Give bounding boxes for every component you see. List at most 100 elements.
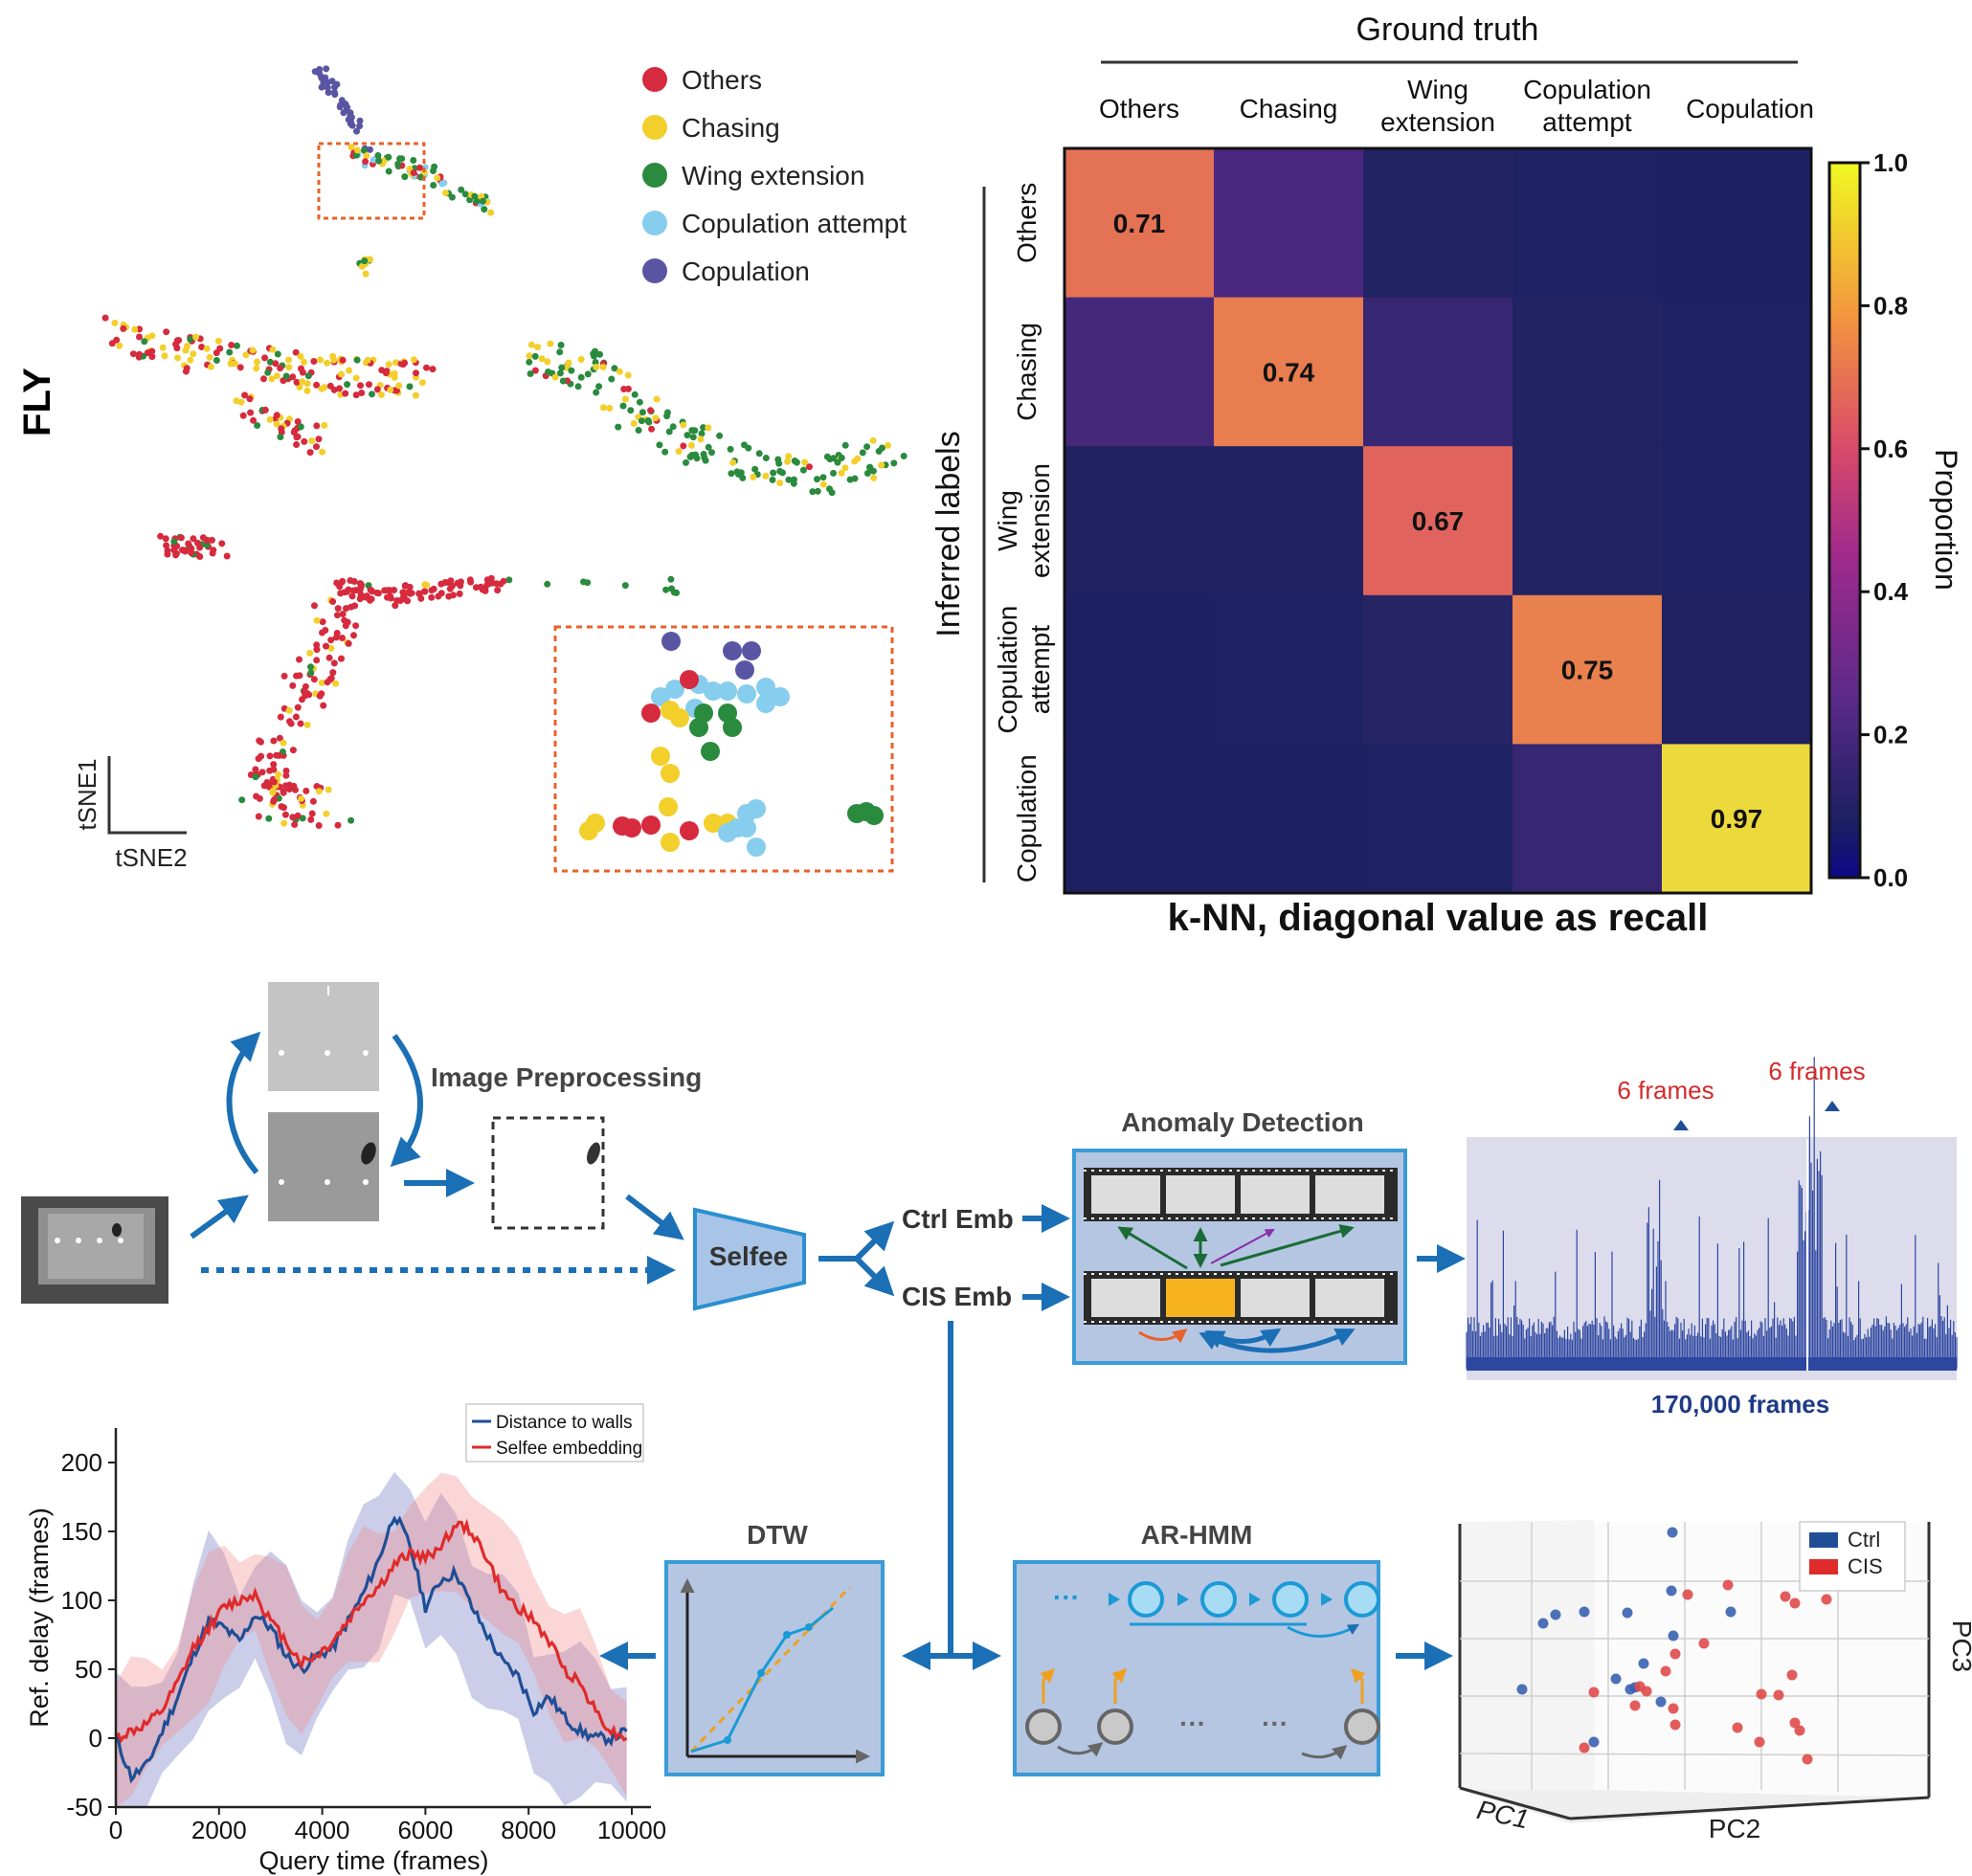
tsne-point xyxy=(280,789,287,796)
tsne-point xyxy=(289,681,297,689)
tsne-point xyxy=(148,353,156,361)
tsne-point xyxy=(401,582,409,590)
row-label: attempt xyxy=(1025,625,1055,715)
tsne-point xyxy=(190,535,197,543)
tsne-point xyxy=(347,603,355,611)
tsne-point xyxy=(188,549,195,556)
tsne-point xyxy=(270,737,278,745)
pca-point xyxy=(1821,1594,1832,1605)
diagonal-value: 0.97 xyxy=(1711,804,1763,834)
colorbar-label: Proportion xyxy=(1929,449,1963,591)
tsne-point xyxy=(621,395,629,403)
tsne-point xyxy=(252,773,259,781)
tsne-point xyxy=(209,549,216,557)
tsne-point xyxy=(406,383,414,391)
tsne-point xyxy=(311,602,318,610)
tsne-zoom-point xyxy=(742,641,761,660)
tsne-point xyxy=(196,553,204,560)
tsne-point xyxy=(297,423,304,431)
tsne-point xyxy=(369,391,375,398)
tsne-point xyxy=(652,414,660,422)
tsne-point xyxy=(630,420,638,427)
tsne-point xyxy=(776,480,784,486)
tsne-point xyxy=(250,416,258,424)
tsne-point xyxy=(269,346,277,353)
tsne-point xyxy=(347,577,354,584)
legend-marker xyxy=(642,258,667,283)
heatmap-cell xyxy=(1662,594,1812,745)
tsne-point xyxy=(223,552,231,560)
tsne-point xyxy=(327,636,335,644)
tsne-point xyxy=(136,350,144,358)
tsne-point xyxy=(305,691,313,699)
pca-point xyxy=(1579,1742,1590,1753)
tsne-point xyxy=(285,364,293,371)
tsne-point xyxy=(309,797,317,805)
heatmap-cell xyxy=(1363,446,1513,596)
tsne-point xyxy=(214,337,222,345)
tsne-point xyxy=(315,788,323,795)
svg-text:···: ··· xyxy=(1053,1582,1080,1612)
pca-point xyxy=(1698,1638,1710,1649)
colorbar-tick-label: 0.6 xyxy=(1873,435,1908,463)
tsne-zoom-point xyxy=(771,687,790,706)
tsne-point xyxy=(391,373,398,381)
tsne-zoom-point xyxy=(756,694,775,713)
tsne-point xyxy=(675,448,683,456)
tsne-point xyxy=(686,453,694,460)
tsne-point xyxy=(361,257,369,265)
y-tick-label: 0 xyxy=(89,1724,102,1753)
tsne-point xyxy=(324,84,331,92)
tsne-point xyxy=(342,390,349,397)
tsne-point xyxy=(209,536,215,544)
tsne-point xyxy=(387,386,394,393)
tsne-point xyxy=(741,441,748,449)
tsne-point xyxy=(412,391,419,399)
y-tick-label: 150 xyxy=(61,1517,102,1546)
colorbar xyxy=(1827,161,1862,880)
anomaly-detection-title: Anomaly Detection xyxy=(1121,1107,1364,1137)
tsne-point xyxy=(544,358,551,366)
pc2-label: PC2 xyxy=(1709,1814,1760,1843)
tsne-point xyxy=(319,618,326,626)
tsne-point xyxy=(280,819,288,827)
y-tick-label: -50 xyxy=(66,1793,102,1821)
tsne-point xyxy=(234,342,240,349)
tsne-point xyxy=(461,190,469,198)
tsne-zoom-point xyxy=(737,804,756,823)
tsne-point xyxy=(108,340,116,347)
tsne-point xyxy=(329,598,337,605)
tsne-point xyxy=(445,592,453,600)
tsne-point xyxy=(639,409,646,416)
tsne-point xyxy=(481,206,488,213)
tsne-point xyxy=(316,692,324,700)
tsne-point xyxy=(418,379,426,387)
tsne-point xyxy=(330,659,338,667)
tsne-point xyxy=(697,436,705,443)
tsne-zoom-point xyxy=(735,660,754,680)
tsne-point xyxy=(258,738,264,746)
tsne-point xyxy=(282,767,290,774)
tsne-point xyxy=(356,117,364,124)
tsne-point xyxy=(415,591,423,598)
tsne-point xyxy=(237,398,245,406)
tsne-axis-indicator: tSNE1 tSNE2 xyxy=(73,756,188,872)
tsne-point xyxy=(556,369,564,377)
tsne-point xyxy=(325,786,332,793)
tsne-point xyxy=(563,364,571,371)
tsne-point xyxy=(534,344,542,351)
tsne-point xyxy=(863,470,871,477)
tsne-point xyxy=(428,587,436,594)
tsne-point xyxy=(770,469,777,477)
tsne-point xyxy=(213,349,220,357)
tsne-point xyxy=(387,594,394,602)
pca-point xyxy=(1516,1684,1528,1695)
tsne-point xyxy=(739,474,747,481)
tsne-point xyxy=(859,449,866,457)
tsne-point xyxy=(239,412,247,419)
tsne-point xyxy=(265,815,273,822)
tsne-point xyxy=(416,164,423,171)
colorbar-tick-label: 0.0 xyxy=(1873,863,1908,892)
tsne-point xyxy=(619,402,627,410)
tsne-point xyxy=(638,417,645,425)
